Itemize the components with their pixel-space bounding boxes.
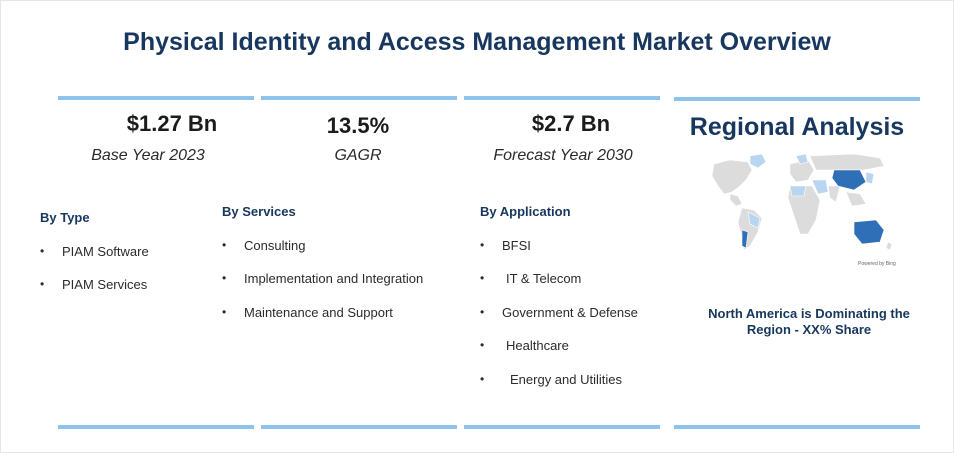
map-region-greenland <box>749 153 767 169</box>
forecast-year-label: Forecast Year 2030 <box>493 147 633 164</box>
growth-rate-label: GAGR <box>334 147 382 164</box>
base-year-value: $1.27 Bn <box>126 111 218 136</box>
map-region-europe <box>789 159 815 183</box>
top-divider-2 <box>261 96 457 100</box>
world-map <box>711 153 893 251</box>
segment-type-list: PIAM Software PIAM Services <box>40 244 149 292</box>
segment-services-title: By Services <box>222 204 296 219</box>
bottom-divider-4 <box>674 425 920 429</box>
list-item: PIAM Software <box>40 244 149 277</box>
map-region-china <box>831 169 867 191</box>
map-region-southeast-asia <box>845 191 867 207</box>
map-region-argentina <box>741 229 749 249</box>
map-region-new-zealand <box>885 241 893 251</box>
map-region-central-america <box>729 193 743 207</box>
map-region-scandinavia <box>795 153 809 165</box>
list-item: Energy and Utilities <box>480 372 638 387</box>
top-divider-4 <box>674 97 920 101</box>
bottom-divider-3 <box>464 425 660 429</box>
list-item: PIAM Services <box>40 277 149 292</box>
bottom-divider-1 <box>58 425 254 429</box>
map-region-brazil <box>747 211 761 229</box>
regional-dominance-note: North America is Dominating the Region -… <box>708 306 910 337</box>
top-divider-3 <box>464 96 660 100</box>
list-item: Consulting <box>222 238 423 271</box>
map-region-india <box>827 185 841 203</box>
bottom-divider-2 <box>261 425 457 429</box>
map-region-east-asia <box>865 171 875 185</box>
list-item: BFSI <box>480 238 638 271</box>
base-year-label: Base Year 2023 <box>91 147 205 164</box>
list-item: Healthcare <box>480 338 638 372</box>
list-item: Implementation and Integration <box>222 271 423 305</box>
list-item: IT & Telecom <box>480 271 638 305</box>
map-credit: Powered by Bing <box>858 261 896 267</box>
map-region-north-america <box>711 159 753 195</box>
map-region-australia <box>853 219 885 245</box>
map-region-africa <box>787 185 821 235</box>
growth-rate-value: 13.5% <box>326 113 390 138</box>
segment-type-title: By Type <box>40 210 90 225</box>
map-region-russia <box>809 153 885 171</box>
list-item: Government & Defense <box>480 305 638 338</box>
segment-application-title: By Application <box>480 204 571 219</box>
list-item: Maintenance and Support <box>222 305 423 320</box>
segment-application-list: BFSI IT & Telecom Government & Defense H… <box>480 238 638 387</box>
page-title: Physical Identity and Access Management … <box>123 28 831 56</box>
top-divider-1 <box>58 96 254 100</box>
segment-services-list: Consulting Implementation and Integratio… <box>222 238 423 320</box>
forecast-year-value: $2.7 Bn <box>531 111 611 136</box>
map-region-middle-east <box>811 179 829 195</box>
regional-analysis-title: Regional Analysis <box>689 113 905 141</box>
map-region-north-africa <box>789 185 807 197</box>
